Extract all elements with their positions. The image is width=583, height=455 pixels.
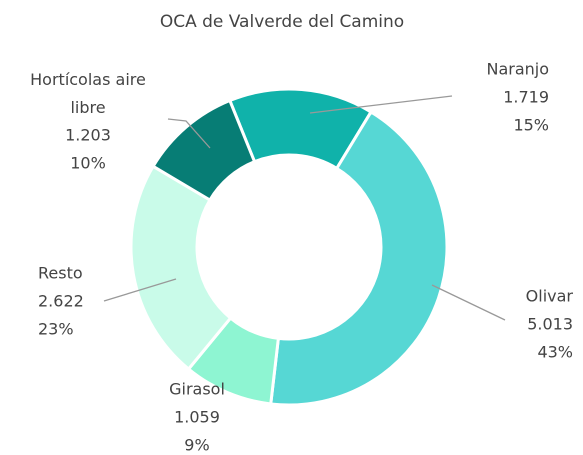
percent-label: 10% <box>70 154 106 173</box>
value-label: 1.059 <box>174 408 220 427</box>
category-label: Resto <box>38 264 83 283</box>
value-label: 2.622 <box>38 292 84 311</box>
category-label: Hortícolas aire libre <box>30 70 146 117</box>
slice <box>269 109 449 407</box>
slice <box>151 98 257 203</box>
value-label: 5.013 <box>527 315 573 334</box>
leader-line <box>309 95 453 114</box>
leader-line <box>103 278 177 302</box>
slice <box>129 164 233 372</box>
category-label: Naranjo <box>486 60 549 79</box>
value-label: 1.719 <box>503 88 549 107</box>
percent-label: 43% <box>537 343 573 362</box>
leader-line <box>167 118 211 149</box>
chart-title: OCA de Valverde del Camino <box>160 12 404 32</box>
category-label: Girasol <box>169 380 225 399</box>
category-label: Olivar <box>526 287 574 306</box>
value-label: 1.203 <box>65 126 111 145</box>
percent-label: 23% <box>38 320 74 339</box>
percent-label: 9% <box>184 436 209 455</box>
leader-line <box>431 284 506 321</box>
percent-label: 15% <box>513 116 549 135</box>
